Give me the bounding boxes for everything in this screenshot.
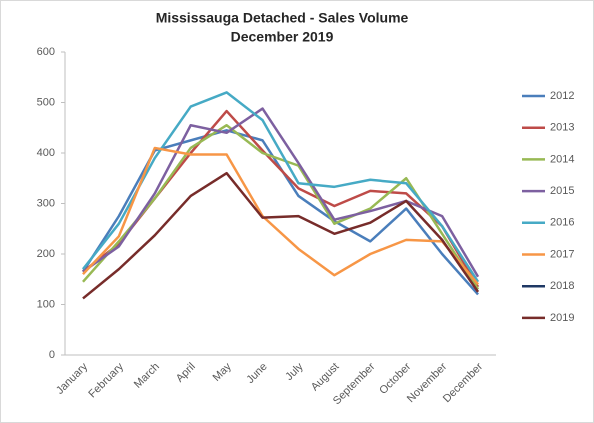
- legend-label: 2019: [550, 312, 574, 324]
- series-line: [82, 171, 480, 300]
- y-tick-label: 300: [37, 197, 55, 209]
- chart-subtitle: December 2019: [231, 29, 334, 45]
- series-line: [82, 146, 480, 286]
- series-line: [82, 123, 480, 291]
- legend-label: 2012: [550, 90, 574, 102]
- legend-label: 2017: [550, 248, 574, 260]
- y-tick-label: 100: [37, 298, 55, 310]
- series-line: [81, 91, 480, 283]
- legend-label: 2016: [550, 217, 574, 229]
- y-tick-label: 200: [37, 248, 55, 260]
- y-tick-label: 400: [37, 147, 55, 159]
- y-tick-label: 0: [49, 349, 55, 361]
- series-line: [82, 107, 480, 278]
- legend-label: 2013: [550, 122, 574, 134]
- y-tick-label: 600: [37, 46, 55, 58]
- chart-title: Mississauga Detached - Sales Volume: [156, 10, 409, 26]
- legend-label: 2018: [550, 280, 574, 292]
- y-tick-label: 500: [37, 96, 55, 108]
- legend-label: 2014: [550, 153, 574, 165]
- legend-label: 2015: [550, 185, 574, 197]
